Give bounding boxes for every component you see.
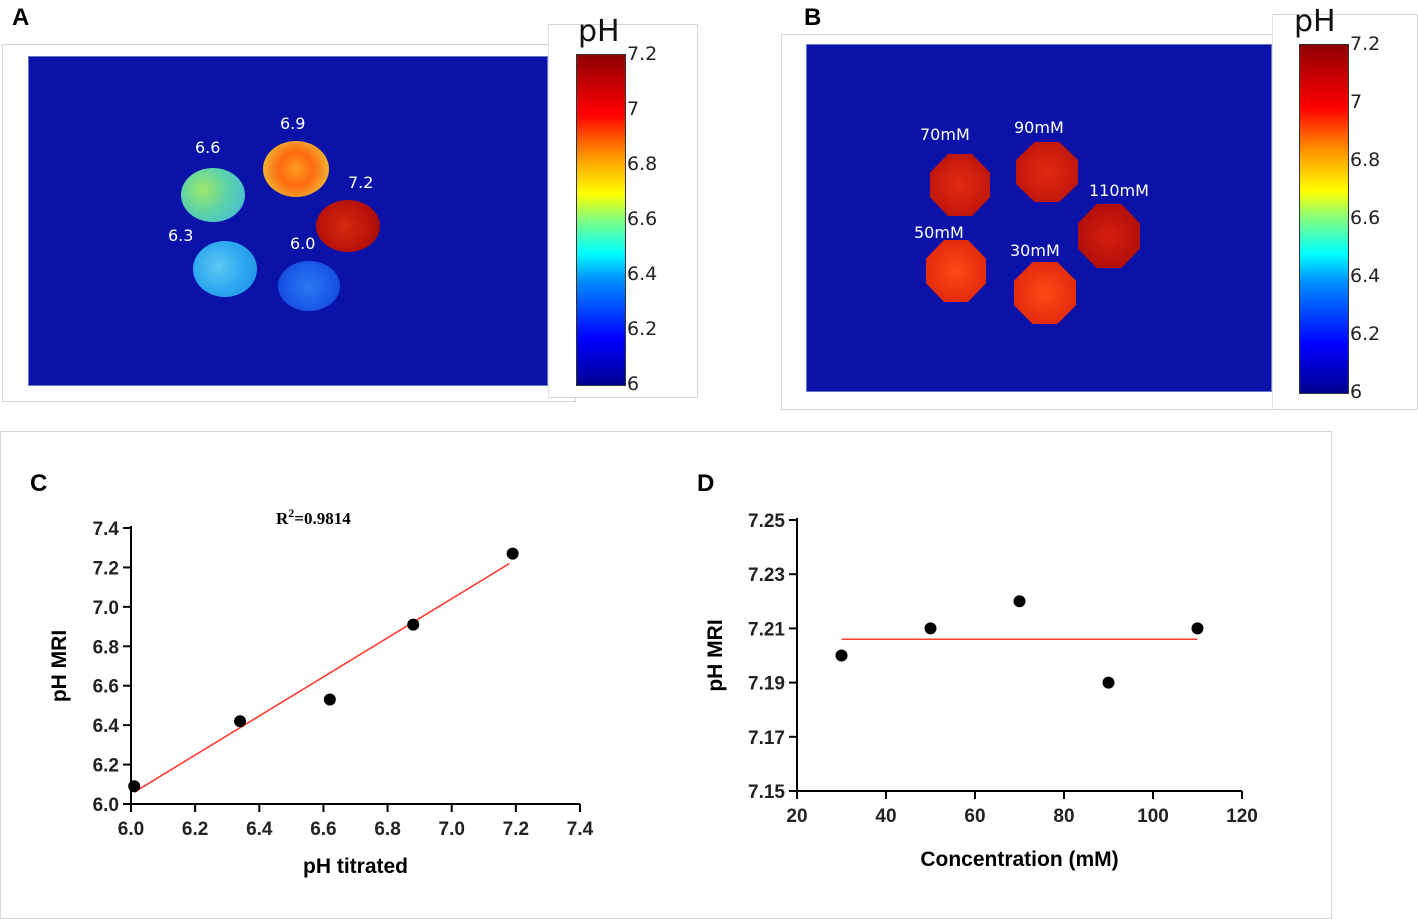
x-tick-label: 7.2	[503, 819, 529, 840]
panel-a-colorbar-tick: 6	[627, 373, 640, 395]
sample-label-7-2: 7.2	[348, 173, 374, 192]
sample-disc-50mm	[926, 240, 986, 302]
data-point	[323, 693, 336, 706]
x-tick-label: 6.0	[118, 819, 144, 840]
data-point	[924, 622, 937, 635]
x-tick-label: 120	[1226, 806, 1258, 827]
y-tick-label: 7.23	[748, 565, 785, 586]
panel-a-colorbar-tick: 7.2	[627, 43, 658, 65]
sample-disc-6-0	[278, 261, 340, 311]
panel-b-colorbar-tick: 6.8	[1350, 149, 1381, 171]
panel-a-colorbar	[576, 54, 626, 386]
panel-a-colorbar-tick: 6.4	[627, 263, 658, 285]
y-tick-label: 6.6	[93, 677, 119, 698]
x-axis-label: Concentration (mM)	[920, 848, 1118, 871]
chart-d: 20 40 60 80 100 120 7.15 7.17 7.19 7.21 7.23 7.25 Co…	[704, 511, 1258, 871]
panel-a-colorbar-tick: 6.6	[627, 208, 658, 230]
x-tick-label: 7.0	[439, 819, 465, 840]
sample-disc-6-9	[263, 141, 329, 197]
sample-disc-110mm	[1078, 204, 1140, 268]
y-tick-label: 7.25	[748, 511, 785, 532]
panel-b-colorbar-tick: 7	[1350, 91, 1363, 113]
panel-a-colorbar-tick: 7	[627, 98, 640, 120]
data-point	[1191, 622, 1204, 635]
y-tick-label: 7.4	[93, 519, 120, 540]
y-tick-label: 7.15	[748, 782, 785, 803]
x-tick-label: 6.6	[310, 819, 336, 840]
panel-b-colorbar-title: pH	[1294, 4, 1336, 39]
y-tick-label: 6.0	[93, 795, 119, 816]
data-point	[506, 547, 519, 560]
y-tick-label: 7.0	[93, 598, 119, 619]
panel-c-letter: C	[30, 470, 48, 497]
x-axis-label: pH titrated	[303, 855, 408, 878]
x-tick-label: 7.4	[567, 819, 594, 840]
panel-a-ph-map: 6.6 6.9 7.2 6.3 6.0	[28, 56, 548, 386]
panel-b-colorbar	[1299, 44, 1349, 394]
panel-a-colorbar-tick: 6.8	[627, 153, 658, 175]
sample-label-6-0: 6.0	[290, 234, 316, 253]
x-tick-label: 80	[1053, 806, 1074, 827]
y-axis-label: pH MRI	[704, 619, 727, 691]
sample-disc-70mm	[930, 154, 990, 216]
x-tick-label: 6.8	[374, 819, 400, 840]
y-tick-label: 7.19	[748, 674, 785, 695]
y-tick-label: 6.2	[93, 756, 119, 777]
panel-d-letter: D	[697, 470, 715, 497]
sample-disc-6-6	[181, 168, 245, 222]
sample-label-90mm: 90mM	[1014, 118, 1064, 137]
panel-b-ph-map: 70mM 90mM 110mM 50mM 30mM	[806, 44, 1272, 392]
x-tick-label: 100	[1137, 806, 1169, 827]
panel-b-colorbar-tick: 6	[1350, 381, 1363, 403]
y-tick-label: 7.21	[748, 619, 785, 640]
sample-label-6-6: 6.6	[195, 138, 221, 157]
chart-c: 6.0 6.2 6.4 6.6 6.8 7.0 7.2 7.4 6.0 6.2 6.4 6.6 6.8 7…	[48, 506, 594, 878]
x-tick-label: 20	[786, 806, 807, 827]
sample-disc-90mm	[1016, 142, 1078, 202]
sample-label-6-9: 6.9	[280, 114, 306, 133]
r-squared-annotation: R2=0.9814	[276, 506, 351, 528]
y-axis-label: pH MRI	[48, 630, 71, 702]
x-tick-label: 6.4	[246, 819, 273, 840]
data-point	[234, 715, 247, 728]
data-point	[835, 649, 848, 662]
y-tick-label: 6.8	[93, 637, 119, 658]
data-point	[1013, 595, 1026, 608]
sample-disc-7-2	[316, 200, 380, 252]
x-tick-label: 60	[964, 806, 985, 827]
data-point	[1102, 676, 1115, 689]
panel-a-letter: A	[12, 4, 30, 31]
y-tick-label: 7.2	[93, 558, 119, 579]
sample-label-110mm: 110mM	[1089, 181, 1149, 200]
fit-line	[133, 562, 510, 793]
sample-label-70mm: 70mM	[920, 125, 970, 144]
sample-disc-30mm	[1014, 262, 1076, 324]
sample-label-30mm: 30mM	[1010, 241, 1060, 260]
panel-b-colorbar-tick: 6.4	[1350, 265, 1381, 287]
sample-disc-6-3	[193, 241, 257, 297]
x-tick-label: 40	[875, 806, 896, 827]
data-point	[407, 618, 420, 631]
sample-label-6-3: 6.3	[168, 226, 194, 245]
panel-b-letter: B	[804, 4, 822, 31]
y-tick-label: 7.17	[748, 728, 785, 749]
panel-a-colorbar-tick: 6.2	[627, 318, 658, 340]
y-tick-label: 6.4	[93, 716, 120, 737]
panel-b-colorbar-tick: 6.2	[1350, 323, 1381, 345]
panel-b-colorbar-tick: 6.6	[1350, 207, 1381, 229]
panel-a-colorbar-title: pH	[578, 14, 620, 49]
panel-b-colorbar-tick: 7.2	[1350, 33, 1381, 55]
sample-label-50mm: 50mM	[914, 223, 964, 242]
data-point	[128, 780, 141, 793]
x-tick-label: 6.2	[182, 819, 208, 840]
